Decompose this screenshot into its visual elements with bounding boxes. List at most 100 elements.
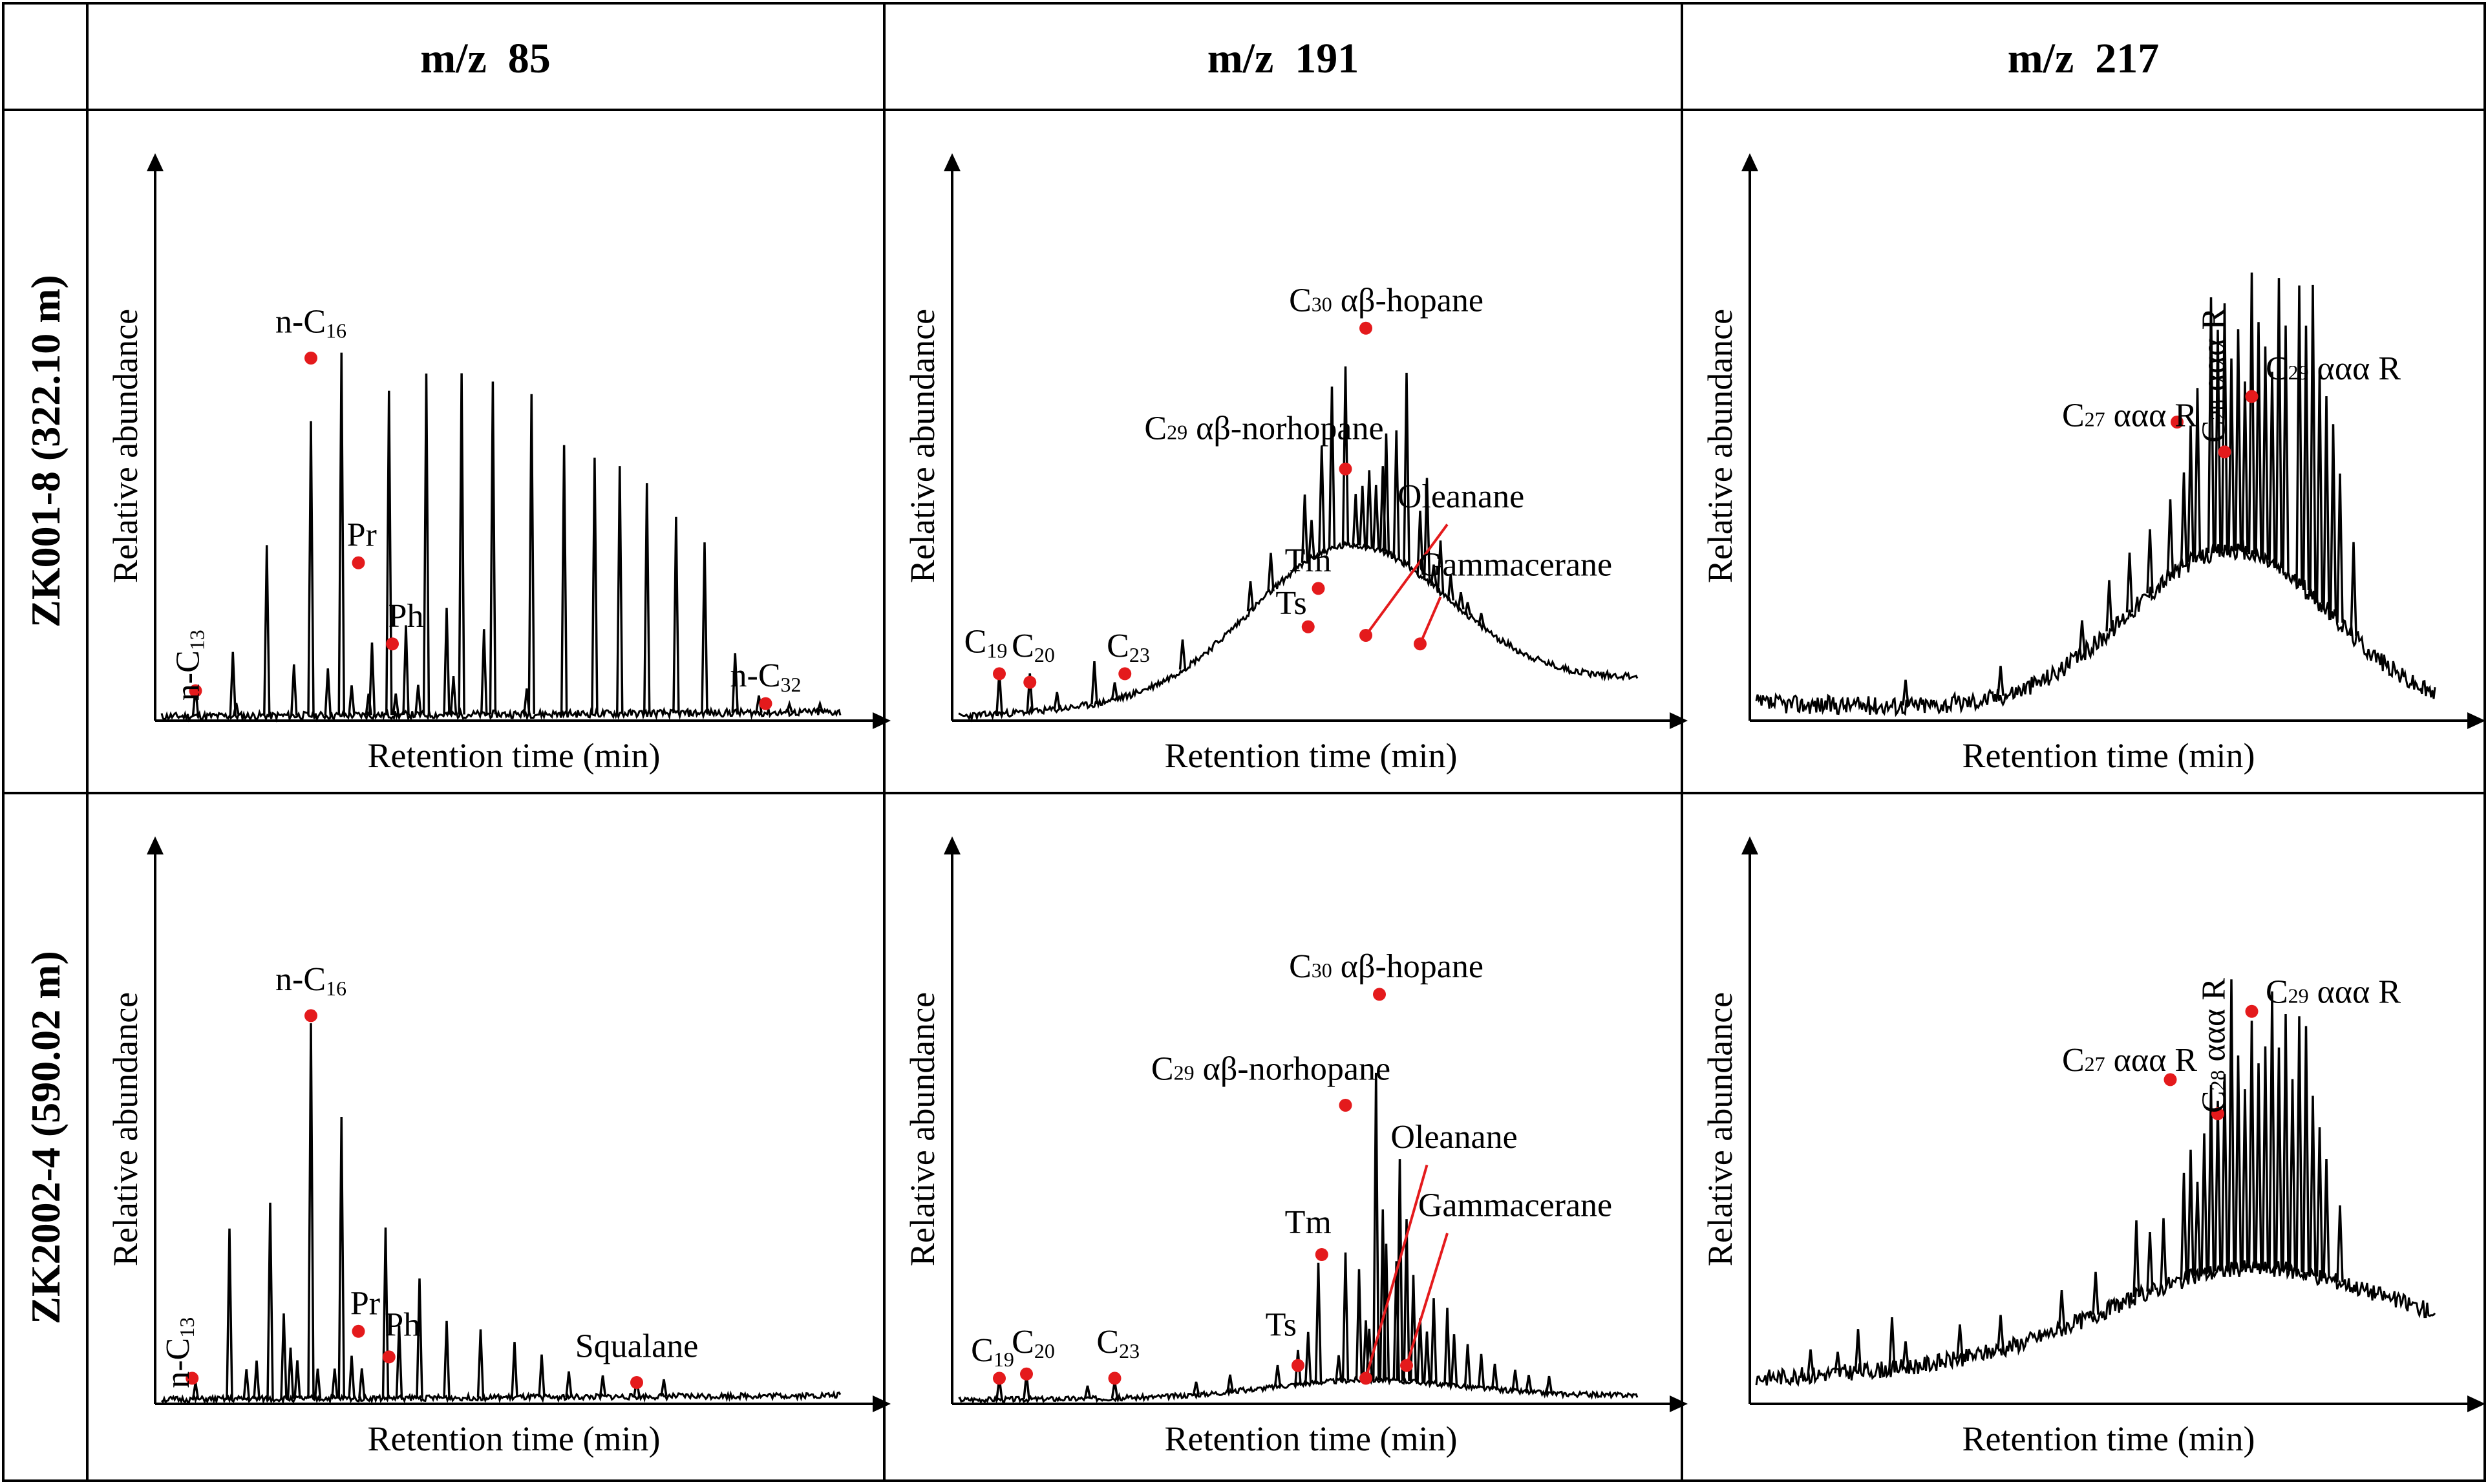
peak-24	[1430, 1298, 1438, 1384]
peak-label-4: n-C32	[730, 657, 802, 696]
x-axis-label: Retention time (min)	[1962, 1419, 2255, 1458]
peak-1	[1026, 673, 1034, 712]
x-axis-label: Retention time (min)	[1165, 736, 1458, 775]
chromatogram-baseline	[160, 1390, 842, 1406]
peak-1	[1997, 666, 2004, 696]
x-axis-arrow	[2467, 712, 2485, 729]
peak-marker-4	[1315, 1248, 1328, 1261]
peak-5	[1226, 1374, 1234, 1392]
chromatogram-baseline	[958, 1374, 1639, 1404]
chart-panel-zk2002-4-mz85: Retention time (min) Relative abundance n-…	[106, 836, 891, 1458]
peak-11	[2160, 1218, 2167, 1287]
peak-label-7: Oleanane	[1390, 1119, 1517, 1156]
peak-label-8: Gammacerane	[1418, 547, 1612, 584]
peak-marker-3	[1301, 620, 1315, 633]
peak-marker-0	[2164, 1073, 2177, 1086]
peak-20	[1403, 1219, 1410, 1381]
peak-12	[1355, 1269, 1363, 1381]
peak-18	[476, 1329, 485, 1398]
x-axis-label: Retention time (min)	[368, 736, 661, 775]
peak-7	[2057, 1290, 2066, 1329]
peak-label-2: Pr	[347, 516, 377, 553]
chromatogram-baseline	[1755, 539, 2436, 717]
peak-23	[1423, 1331, 1431, 1383]
peak-22	[599, 1375, 607, 1397]
y-axis-label: Relative abundance	[1701, 992, 1739, 1266]
peak-label-4: Tm	[1285, 542, 1332, 579]
y-axis-arrow	[1741, 836, 1758, 854]
peak-label-1: n-C16	[275, 961, 346, 1000]
peak-27	[2282, 1014, 2290, 1271]
peak-25	[616, 466, 624, 714]
peak-13	[1352, 494, 1359, 546]
peak-marker-4	[759, 697, 772, 710]
column-header-mz85: m/z 85	[420, 35, 551, 82]
peak-12	[2220, 303, 2229, 551]
peak-25	[1443, 1308, 1451, 1385]
peak-15	[395, 1325, 403, 1399]
peak-label-1: C20	[1012, 1324, 1055, 1362]
peak-28	[1477, 1353, 1485, 1388]
peak-label-1: C28 ααα R	[2196, 978, 2233, 1113]
y-axis-label: Relative abundance	[106, 992, 145, 1266]
peak-marker-4	[1312, 582, 1325, 595]
peak-5	[307, 421, 315, 716]
peak-label-4: Squalane	[575, 1328, 699, 1364]
peak-marker-0	[2171, 416, 2184, 429]
peak-5	[280, 1313, 288, 1399]
peak-15	[1365, 470, 1373, 547]
peak-4	[1192, 1381, 1200, 1395]
peak-7	[293, 1360, 301, 1399]
peak-7	[337, 352, 345, 716]
peak-26	[1450, 1334, 1458, 1386]
peak-15	[2200, 1133, 2208, 1275]
peak-2	[232, 703, 240, 717]
peak-9	[2193, 388, 2202, 559]
peak-2	[1854, 1329, 1862, 1372]
peak-17	[449, 676, 458, 715]
peak-30	[1511, 1370, 1519, 1392]
peak-marker-1	[2211, 1107, 2224, 1121]
x-axis-label: Retention time (min)	[1962, 736, 2255, 775]
peak-8	[307, 1023, 315, 1399]
y-axis-arrow	[147, 836, 164, 854]
peak-12	[1341, 366, 1350, 546]
peak-marker-2	[352, 556, 365, 569]
y-axis-arrow	[944, 836, 961, 854]
peak-12	[2180, 1172, 2188, 1280]
x-axis-arrow	[2467, 1395, 2485, 1412]
peak-marker-1	[1023, 675, 1037, 689]
peak-27	[2329, 424, 2337, 617]
peak-marker-5	[1339, 1099, 1352, 1112]
peak-29	[2295, 1016, 2303, 1273]
peak-label-0: C27 ααα R	[2062, 1042, 2197, 1079]
peak-label-3: Ts	[1266, 1306, 1297, 1343]
peak-marker-3	[1292, 1359, 1304, 1372]
peak-14	[1359, 485, 1366, 546]
peak-9	[1308, 520, 1315, 559]
peak-marker-2	[2245, 390, 2259, 403]
peak-24	[2261, 1046, 2270, 1269]
peak-marker-1	[2218, 445, 2231, 459]
y-axis-label: Relative abundance	[903, 309, 942, 583]
peak-marker-1	[1020, 1367, 1033, 1381]
peak-marker-3	[382, 1350, 396, 1364]
peak-21	[2282, 325, 2290, 573]
peak-label-2: C29 ααα R	[2266, 974, 2401, 1011]
peak-marker-8	[1400, 1359, 1413, 1372]
leader-line-7	[1365, 524, 1449, 637]
chart-panel-zk001-8-mz85: Retention time (min) Relative abundance n-…	[106, 153, 891, 775]
peak-7	[1294, 1350, 1302, 1384]
peak-label-0: n-C13	[170, 630, 209, 701]
peak-14	[381, 1227, 390, 1399]
peak-marker-3	[386, 637, 399, 651]
peak-28	[701, 542, 708, 714]
peak-9	[2132, 1220, 2140, 1298]
peak-4	[266, 1202, 274, 1399]
peak-3	[1090, 661, 1098, 705]
y-axis-label: Relative abundance	[106, 309, 145, 583]
peak-17	[2214, 1101, 2222, 1272]
peak-14	[2193, 1182, 2202, 1276]
peak-4	[1111, 682, 1119, 700]
peak-8	[2187, 425, 2195, 562]
